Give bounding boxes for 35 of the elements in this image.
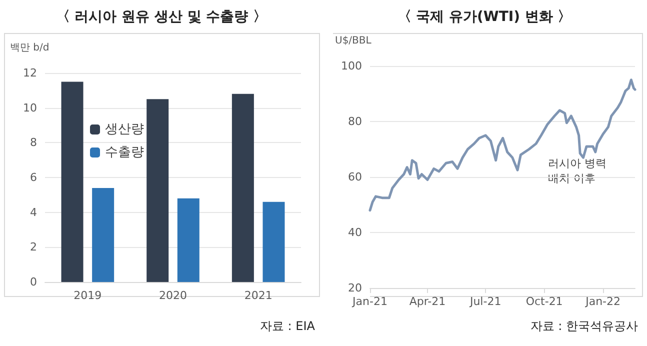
y-tick-label: 0 (30, 276, 37, 288)
x-tick-label: Oct-21 (526, 295, 563, 308)
y-tick-label: 40 (348, 226, 362, 239)
line-series (368, 78, 636, 212)
bar (61, 82, 84, 282)
bar (232, 94, 254, 282)
bar (146, 99, 169, 282)
chart-title: 〈 국제 유가(WTI) 변화 〉 (397, 9, 572, 25)
bar (262, 202, 285, 282)
y-tick-label: 10 (23, 101, 37, 114)
chart-title: 〈 러시아 원유 생산 및 수출량 〉 (56, 9, 268, 25)
y-axis-title: 백만 b/d (10, 42, 50, 54)
y-tick-label: 60 (348, 170, 362, 184)
x-tick-label: 2020 (159, 289, 187, 302)
y-tick-label: 8 (30, 136, 37, 150)
y-tick-label: 4 (30, 206, 37, 219)
text: 자료 : EIA (260, 319, 316, 333)
legend-label: 생산량 (105, 122, 144, 137)
x-tick-label: Jan-22 (584, 295, 621, 308)
y-axis-title: U$/BBL (335, 36, 372, 46)
y-tick-label: 12 (23, 66, 37, 80)
x-tick-label: Jan-21 (352, 295, 388, 308)
x-tick-label: 2021 (244, 289, 272, 302)
bar (92, 188, 114, 282)
text: 자료 : 한국석유공사 (530, 319, 638, 333)
y-tick-label: 100 (341, 60, 362, 72)
x-tick-label: Jul-21 (468, 295, 502, 308)
bar (177, 198, 200, 282)
y-tick-label: 80 (348, 115, 362, 128)
y-tick-label: 6 (30, 171, 37, 184)
y-tick-label: 20 (348, 282, 362, 294)
x-tick-label: Apr-21 (409, 295, 446, 308)
legend-label: 수출량 (105, 145, 144, 160)
y-tick-label: 2 (30, 240, 37, 254)
x-tick-label: 2019 (74, 289, 102, 302)
